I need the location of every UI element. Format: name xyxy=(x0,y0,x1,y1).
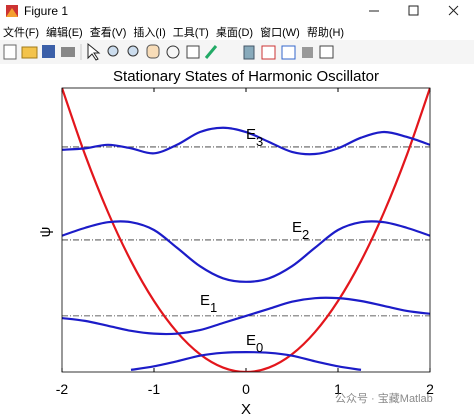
x-tick-label: -2 xyxy=(56,381,69,397)
y-axis-label: ψ xyxy=(37,227,54,238)
rotate-button[interactable] xyxy=(166,45,180,59)
annotation-subscript: 3 xyxy=(256,134,263,149)
data-line xyxy=(62,88,430,372)
annotation-subscript: 1 xyxy=(210,300,217,315)
datatip-button[interactable] xyxy=(186,45,200,59)
x-tick-label: 1 xyxy=(334,381,342,397)
data-line xyxy=(130,351,362,371)
save-button[interactable] xyxy=(42,45,55,58)
title-bar: Figure 1 xyxy=(0,0,474,22)
legend-button[interactable] xyxy=(281,45,296,60)
x-axis-label: X xyxy=(241,401,251,418)
toolbar-icons xyxy=(3,42,334,61)
hide-tools-button[interactable] xyxy=(302,47,313,58)
data-line xyxy=(62,296,430,336)
window-title: Figure 1 xyxy=(24,4,69,18)
title-icons xyxy=(6,5,459,17)
annotation-subscript: 2 xyxy=(302,227,309,242)
link-button[interactable] xyxy=(243,45,255,60)
menu-item[interactable]: 文件(F) xyxy=(3,27,40,39)
app-icon-shape xyxy=(6,8,18,17)
chart: Stationary States of Harmonic Oscillator… xyxy=(0,64,474,419)
colorbar-button[interactable] xyxy=(261,45,276,60)
pan-button[interactable] xyxy=(146,44,160,59)
menu-item[interactable]: 桌面(D) xyxy=(215,27,254,39)
data-line xyxy=(62,220,430,283)
x-tick-label: 2 xyxy=(426,381,434,397)
plot-area xyxy=(62,88,430,372)
new-button[interactable] xyxy=(3,44,17,60)
maximize-button[interactable] xyxy=(408,5,419,16)
watermark: 公众号 · 宝藏Matlab xyxy=(335,391,433,405)
zoom-in-button[interactable] xyxy=(107,45,119,57)
menu-item[interactable]: 插入(I) xyxy=(133,27,166,39)
brush-button[interactable] xyxy=(204,45,218,59)
close-button[interactable] xyxy=(448,5,459,16)
x-tick-label: -1 xyxy=(148,381,161,397)
menu-bar: 文件(F) 编辑(E) 查看(V) 插入(I) 工具(T) 桌面(D) 窗口(W) 帮助(H) xyxy=(0,22,474,40)
annotation-subscript: 0 xyxy=(256,340,263,355)
annotation-label: E xyxy=(292,219,302,236)
annotation-label: E xyxy=(246,126,256,143)
menu-item[interactable]: 帮助(H) xyxy=(306,27,345,39)
select-button[interactable] xyxy=(87,42,101,61)
dock-button[interactable] xyxy=(319,45,334,59)
annotation-label: E xyxy=(200,292,210,309)
chart-title: Stationary States of Harmonic Oscillator xyxy=(113,68,379,85)
print-button[interactable] xyxy=(61,47,75,57)
menu-item[interactable]: 查看(V) xyxy=(89,27,127,39)
zoom-out-button[interactable] xyxy=(127,45,139,57)
open-button[interactable] xyxy=(21,46,38,59)
data-line xyxy=(62,126,430,156)
x-tick-label: 0 xyxy=(242,381,250,397)
toolbar xyxy=(0,40,474,65)
menu-item[interactable]: 工具(T) xyxy=(172,27,209,39)
axes-box xyxy=(61,87,431,373)
menu-item[interactable]: 窗口(W) xyxy=(260,27,300,39)
annotation-label: E xyxy=(246,332,256,349)
menu-item[interactable]: 编辑(E) xyxy=(46,27,83,39)
